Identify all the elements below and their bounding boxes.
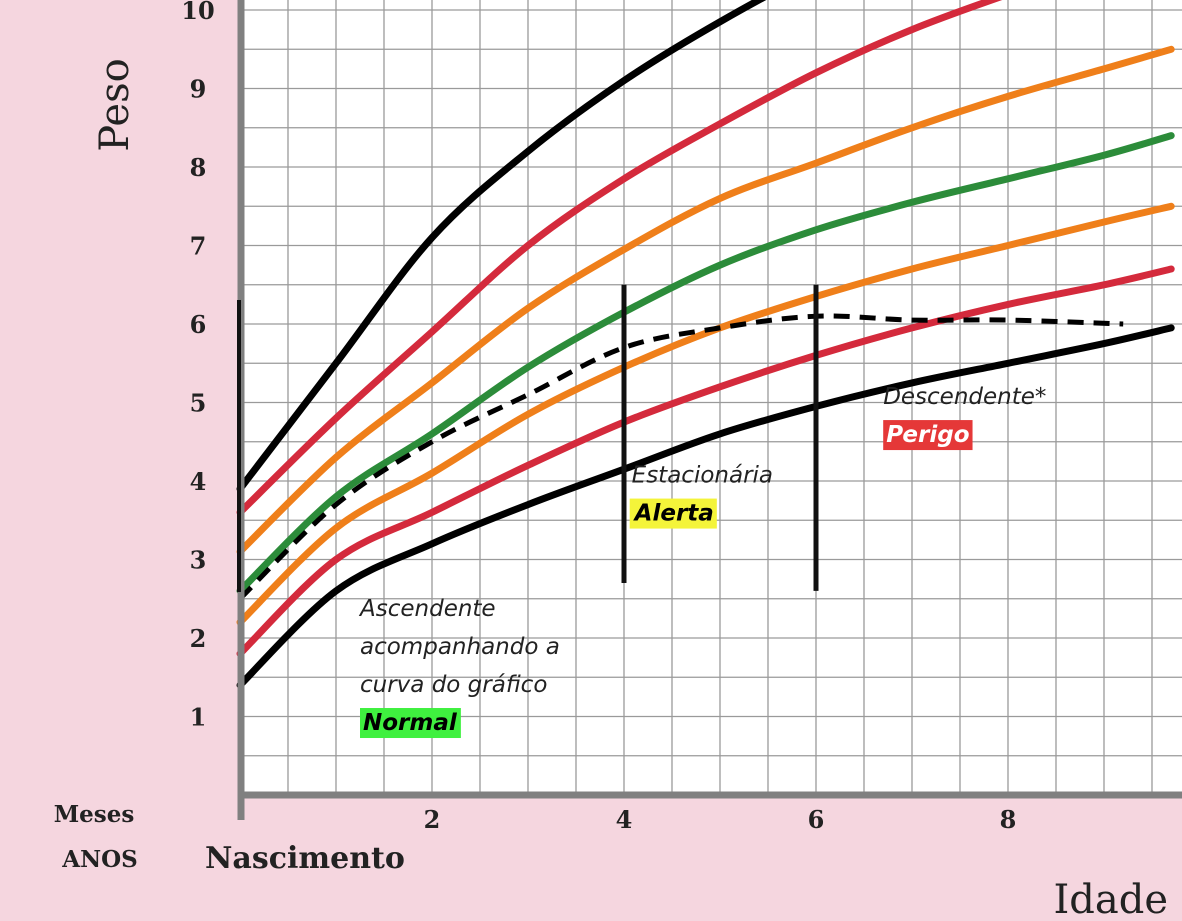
y-tick-label: 5 [190, 389, 207, 418]
annotation-badge-text: Normal [363, 710, 458, 736]
y-tick-label: 10 [181, 0, 214, 25]
annotation-badge [360, 708, 461, 739]
x-axis-label: Idade [1053, 877, 1168, 921]
annotation-perigo: Descendente* Perigo [883, 384, 1046, 451]
annotation-alerta: Estacionária Alerta [629, 463, 773, 529]
chart-series [236, 0, 1175, 689]
annotation-badge [629, 498, 717, 529]
x-tick-label: 8 [1000, 805, 1017, 834]
annotation-badge-text: Perigo [886, 422, 969, 448]
annotation-text: curva do gráfico [360, 672, 547, 698]
x-row-label-months: Meses [54, 801, 135, 828]
reference-curve-1 [236, 324, 1175, 689]
x-tick-label: 6 [808, 805, 825, 834]
chart-ticks: 1 2 3 4 5 6 7 8 9 10 2 4 6 8 [181, 0, 1016, 834]
x-row-label-years: ANOS [61, 846, 138, 873]
x-tick-label: 2 [424, 805, 441, 834]
x-tick-label: 4 [616, 805, 633, 834]
reference-curve-7 [236, 0, 767, 493]
y-tick-label: 4 [190, 467, 207, 496]
reference-curve-5 [236, 45, 1175, 556]
x-origin-label: Nascimento [205, 841, 405, 876]
annotation-text: acompanhando a [360, 634, 560, 660]
y-tick-label: 8 [190, 153, 207, 182]
reference-curve-6 [236, 0, 1003, 516]
reference-curve-2 [236, 265, 1175, 658]
y-axis-label: Peso [92, 58, 138, 151]
y-tick-label: 6 [190, 310, 207, 339]
y-tick-label: 2 [190, 624, 207, 653]
y-tick-label: 9 [190, 75, 207, 104]
y-tick-label: 3 [190, 546, 207, 575]
annotation-normal: Ascendente acompanhando a curva do gráfico… [358, 596, 560, 739]
annotation-badge [883, 420, 973, 451]
reference-curve-3 [236, 202, 1175, 626]
annotation-badge-text: Alerta [633, 501, 714, 527]
annotation-text: Estacionária [632, 463, 773, 489]
y-tick-label: 7 [190, 232, 207, 261]
chart-annotations: Ascendente acompanhando a curva do gráfico… [358, 384, 1046, 739]
y-tick-label: 1 [190, 703, 207, 732]
chart-markers [621, 284, 819, 591]
annotation-text: Ascendente [358, 596, 496, 622]
chart-axes [237, 0, 1182, 820]
reference-curve-4 [236, 132, 1175, 595]
annotation-text: Descendente* [883, 384, 1046, 410]
